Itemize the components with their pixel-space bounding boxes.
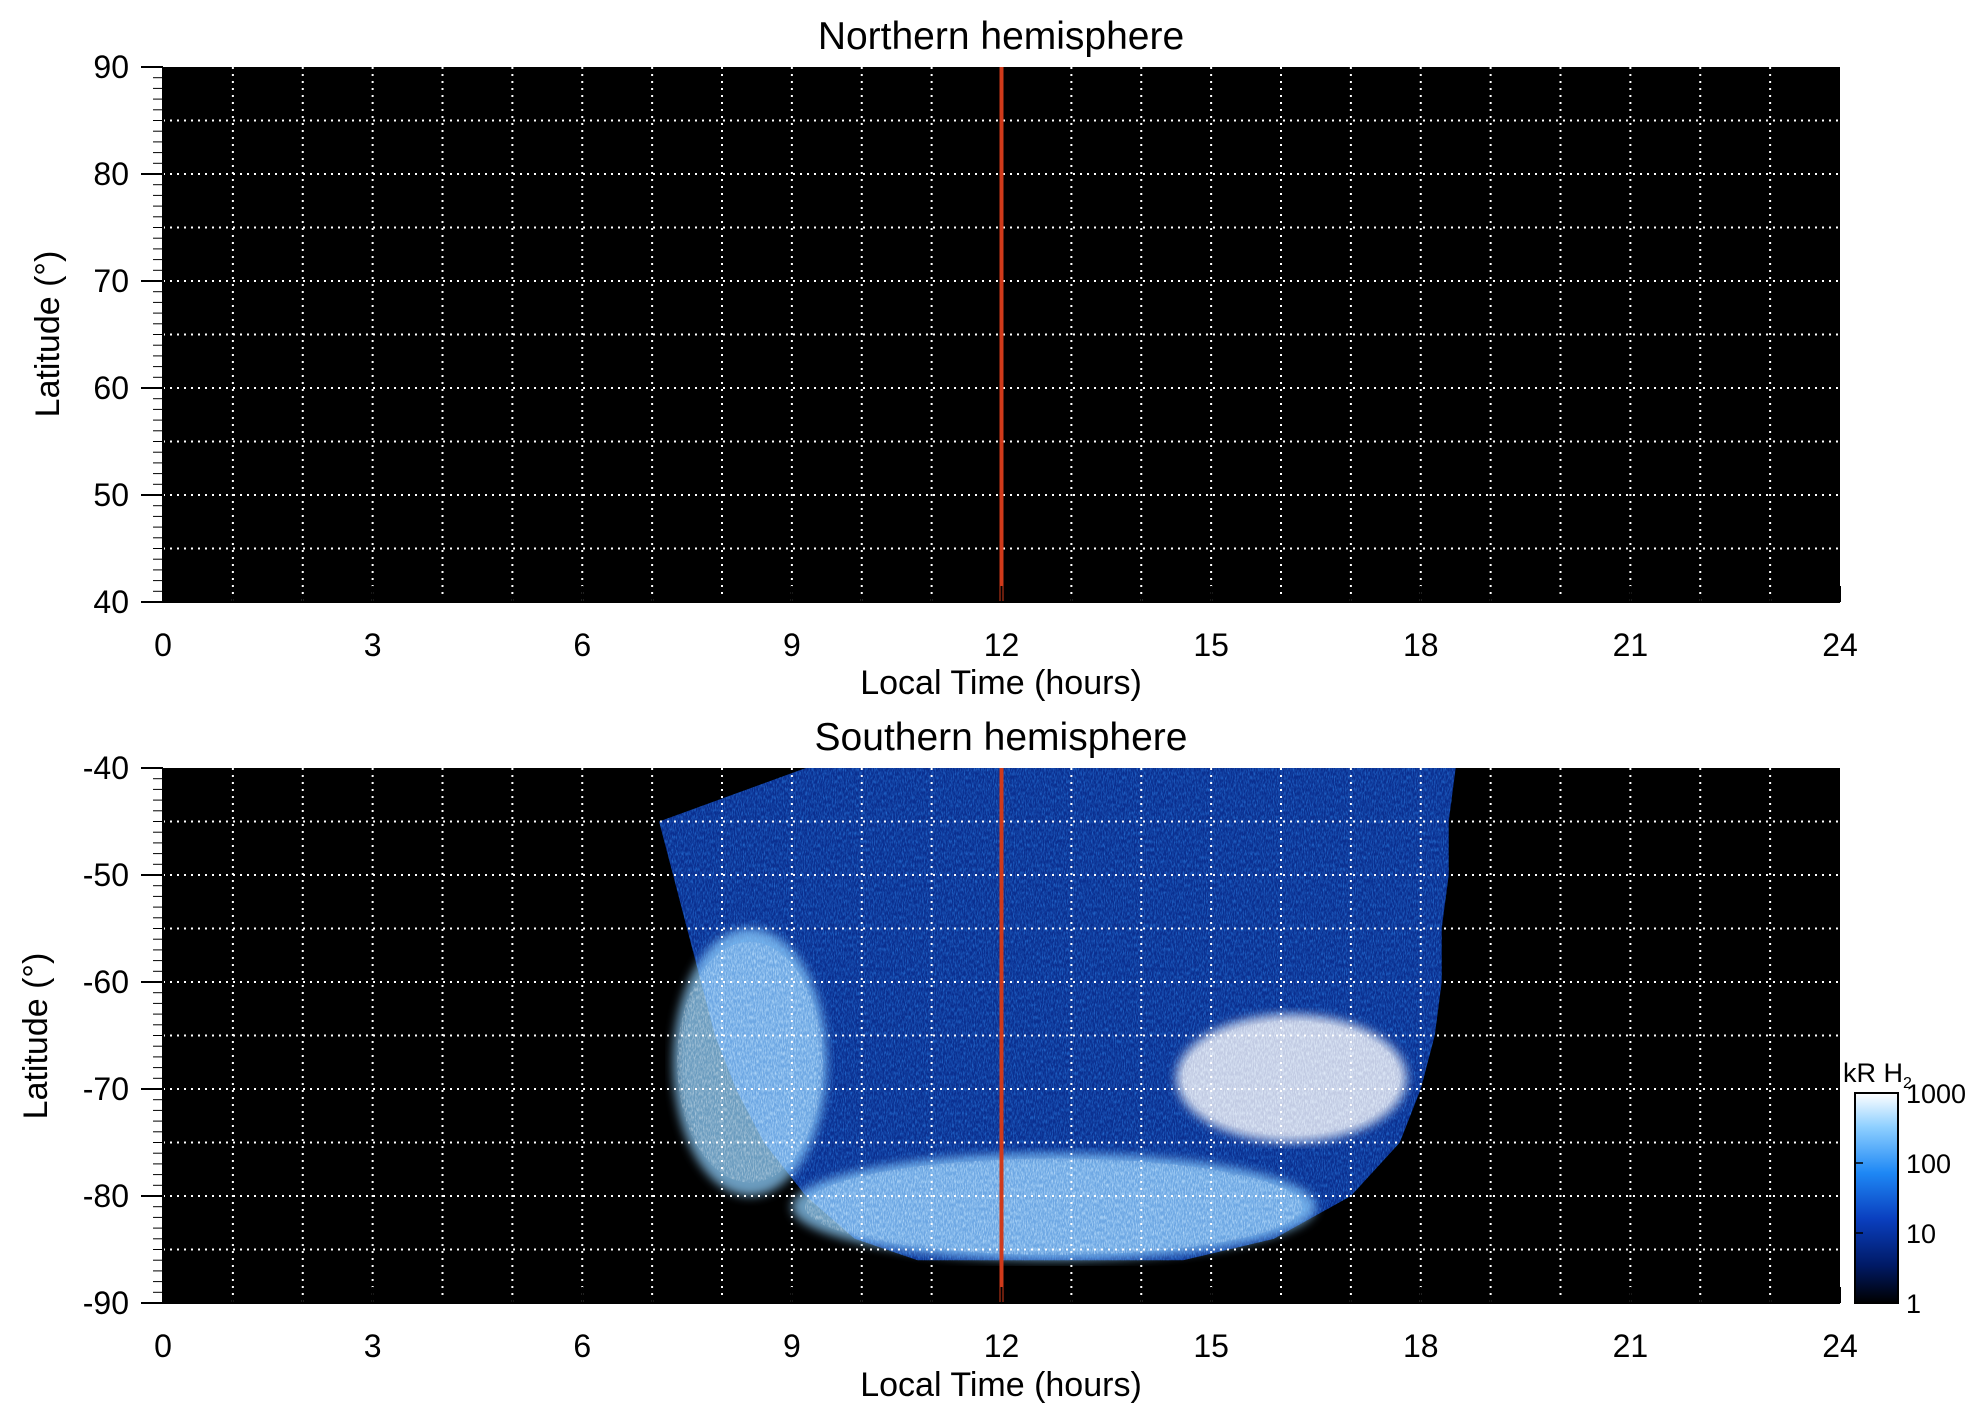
south-x-axis-label: Local Time (hours): [860, 1366, 1142, 1404]
north-y-ticks: 40 50 60 70 80 90: [93, 49, 164, 620]
south-title: Southern hemisphere: [815, 716, 1188, 759]
y-tick-label: -70: [83, 1071, 129, 1107]
y-tick-label: 40: [93, 584, 129, 620]
x-tick-label: 3: [364, 1328, 382, 1364]
north-grid: [163, 67, 1840, 602]
y-tick-label: -40: [83, 750, 129, 786]
colorbar-label: kR H2: [1843, 1058, 1912, 1092]
x-tick-label: 6: [573, 1328, 591, 1364]
x-tick-label: 0: [154, 1328, 172, 1364]
bright-emission-texture: [804, 1158, 1303, 1255]
x-tick-label: 0: [154, 627, 172, 663]
y-tick-label: -90: [83, 1285, 129, 1321]
bright-emission-texture: [1181, 1020, 1402, 1137]
north-x-ticks: 0 3 6 9 12 15 18 21 24: [154, 586, 1858, 663]
x-tick-label: 3: [364, 627, 382, 663]
x-tick-label: 21: [1613, 627, 1649, 663]
x-tick-label: 18: [1403, 627, 1439, 663]
south-y-axis-label: Latitude (°): [17, 953, 55, 1120]
colorbar-gradient: [1854, 1092, 1899, 1304]
x-tick-label: 9: [783, 1328, 801, 1364]
y-tick-label: 50: [93, 477, 129, 513]
x-tick-label: 12: [984, 1328, 1020, 1364]
south-y-ticks: -40 -50 -60 -70 -80 -90: [83, 750, 164, 1321]
y-tick-label: -80: [83, 1178, 129, 1214]
colorbar-label-main: kR H: [1843, 1058, 1903, 1088]
colorbar-tick-label: 1000: [1906, 1079, 1966, 1109]
x-tick-label: 12: [984, 627, 1020, 663]
y-tick-label: 80: [93, 156, 129, 192]
x-tick-label: 15: [1193, 1328, 1229, 1364]
x-tick-label: 9: [783, 627, 801, 663]
north-y-axis-label: Latitude (°): [29, 251, 67, 418]
x-tick-label: 6: [573, 627, 591, 663]
bright-emission-texture: [676, 941, 823, 1183]
colorbar-ticks: 1 10 100 1000: [1855, 1079, 1966, 1319]
north-title: Northern hemisphere: [818, 15, 1184, 58]
y-tick-label: -50: [83, 857, 129, 893]
x-tick-label: 18: [1403, 1328, 1439, 1364]
x-tick-label: 21: [1613, 1328, 1649, 1364]
y-tick-label: 60: [93, 370, 129, 406]
south-panel: Southern hemisphere -40 -50 -60 -70 -80 -90 0…: [17, 716, 1858, 1404]
y-tick-label: -60: [83, 964, 129, 1000]
y-tick-label: 90: [93, 49, 129, 85]
south-emission-map: [659, 768, 1456, 1261]
y-tick-label: 70: [93, 263, 129, 299]
colorbar: kR H2 1 10 100 1000: [1843, 1058, 1966, 1319]
colorbar-label-subscript: 2: [1903, 1075, 1912, 1092]
x-tick-label: 24: [1822, 627, 1858, 663]
colorbar-tick-label: 100: [1906, 1149, 1951, 1179]
north-x-axis-label: Local Time (hours): [860, 664, 1142, 702]
south-x-ticks: 0 3 6 9 12 15 18 21 24: [154, 1287, 1858, 1364]
x-tick-label: 15: [1193, 627, 1229, 663]
north-panel: Northern hemisphere 40 50 60 70 80 90 0 3 6 9 12 1…: [29, 15, 1858, 702]
colorbar-tick-label: 1: [1906, 1289, 1921, 1319]
colorbar-tick-label: 10: [1906, 1219, 1936, 1249]
x-tick-label: 24: [1822, 1328, 1858, 1364]
